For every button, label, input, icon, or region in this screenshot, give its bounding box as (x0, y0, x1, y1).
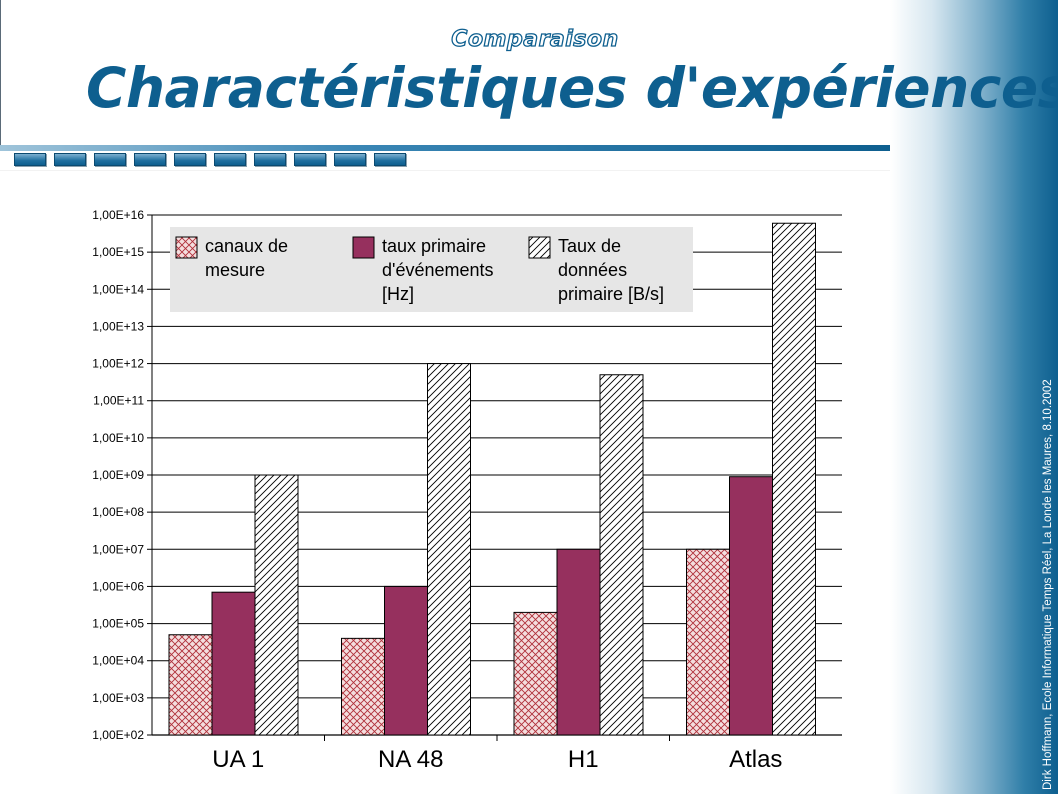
footer-credit: Dirk Hoffmann, Ecole Informatique Temps … (1042, 379, 1054, 790)
y-tick-label: 1,00E+07 (92, 542, 144, 556)
bar-taux (211, 591, 256, 736)
bar-taux (556, 548, 601, 736)
bar-canaux (513, 611, 558, 736)
y-tick-label: 1,00E+04 (92, 654, 144, 668)
bar-taux (729, 476, 773, 736)
legend-label: Taux de (558, 236, 621, 256)
y-tick-label: 1,00E+14 (92, 282, 144, 296)
legend-swatch (528, 236, 551, 259)
legend-label: [Hz] (382, 284, 414, 304)
legend-label: mesure (205, 260, 265, 280)
decorative-side-band (890, 0, 1058, 794)
x-category-label: H1 (568, 746, 599, 773)
bar-canaux (168, 634, 213, 736)
deco-block (214, 153, 246, 166)
y-tick-label: 1,00E+11 (93, 394, 144, 408)
legend-label: canaux de (205, 236, 288, 256)
y-tick-label: 1,00E+06 (92, 579, 144, 593)
decorative-block-row (14, 153, 406, 166)
bar-donnees (254, 474, 299, 736)
y-tick-label: 1,00E+09 (92, 468, 144, 482)
deco-block (174, 153, 206, 166)
deco-block (14, 153, 46, 166)
bar-donnees (599, 374, 644, 736)
header-divider (0, 145, 890, 151)
slide-title: Charactéristiques d'expériences (86, 56, 1058, 120)
x-category-label: UA 1 (212, 746, 264, 773)
x-category-label: Atlas (729, 746, 782, 773)
deco-block (94, 153, 126, 166)
legend-label: d'événements (382, 260, 494, 280)
y-tick-label: 1,00E+03 (92, 691, 144, 705)
title-frame-line (0, 0, 1, 148)
deco-block (334, 153, 366, 166)
y-tick-label: 1,00E+05 (92, 617, 144, 631)
deco-block (374, 153, 406, 166)
y-tick-label: 1,00E+12 (92, 357, 144, 371)
category-labels: UA 1 NA 48 H1 Atlas (212, 746, 782, 773)
header-bottom-line (0, 170, 890, 171)
y-tick-label: 1,00E+13 (92, 319, 144, 333)
legend-label: primaire [B/s] (558, 284, 664, 304)
bar-canaux (341, 637, 385, 736)
bar-donnees (772, 222, 816, 736)
x-category-label: NA 48 (378, 746, 443, 773)
y-tick-label: 1,00E+02 (92, 728, 144, 742)
legend-swatch (175, 236, 198, 259)
deco-block (134, 153, 166, 166)
slide-subtitle: Comparaison (451, 26, 619, 52)
deco-block (254, 153, 286, 166)
legend-label: données (558, 260, 627, 280)
y-tick-label: 1,00E+16 (92, 208, 144, 222)
y-tick-label: 1,00E+10 (92, 431, 144, 445)
bar-chart: 1,00E+02 1,00E+03 1,00E+04 1,00E+05 1,00E+06… (92, 208, 842, 773)
legend-box (170, 227, 693, 312)
y-tick-label: 1,00E+15 (92, 245, 144, 259)
bars (168, 222, 816, 736)
legend-swatch (352, 236, 375, 259)
bar-taux (384, 585, 428, 736)
deco-block (54, 153, 86, 166)
bar-canaux (686, 548, 730, 736)
deco-block (294, 153, 326, 166)
y-tick-label: 1,00E+08 (92, 505, 144, 519)
bar-donnees (427, 363, 471, 736)
tick-labels: 1,00E+02 1,00E+03 1,00E+04 1,00E+05 1,00E+06… (92, 208, 144, 742)
legend: canaux de mesure taux primaire d'événements… (170, 227, 693, 312)
legend-label: taux primaire (382, 236, 486, 256)
